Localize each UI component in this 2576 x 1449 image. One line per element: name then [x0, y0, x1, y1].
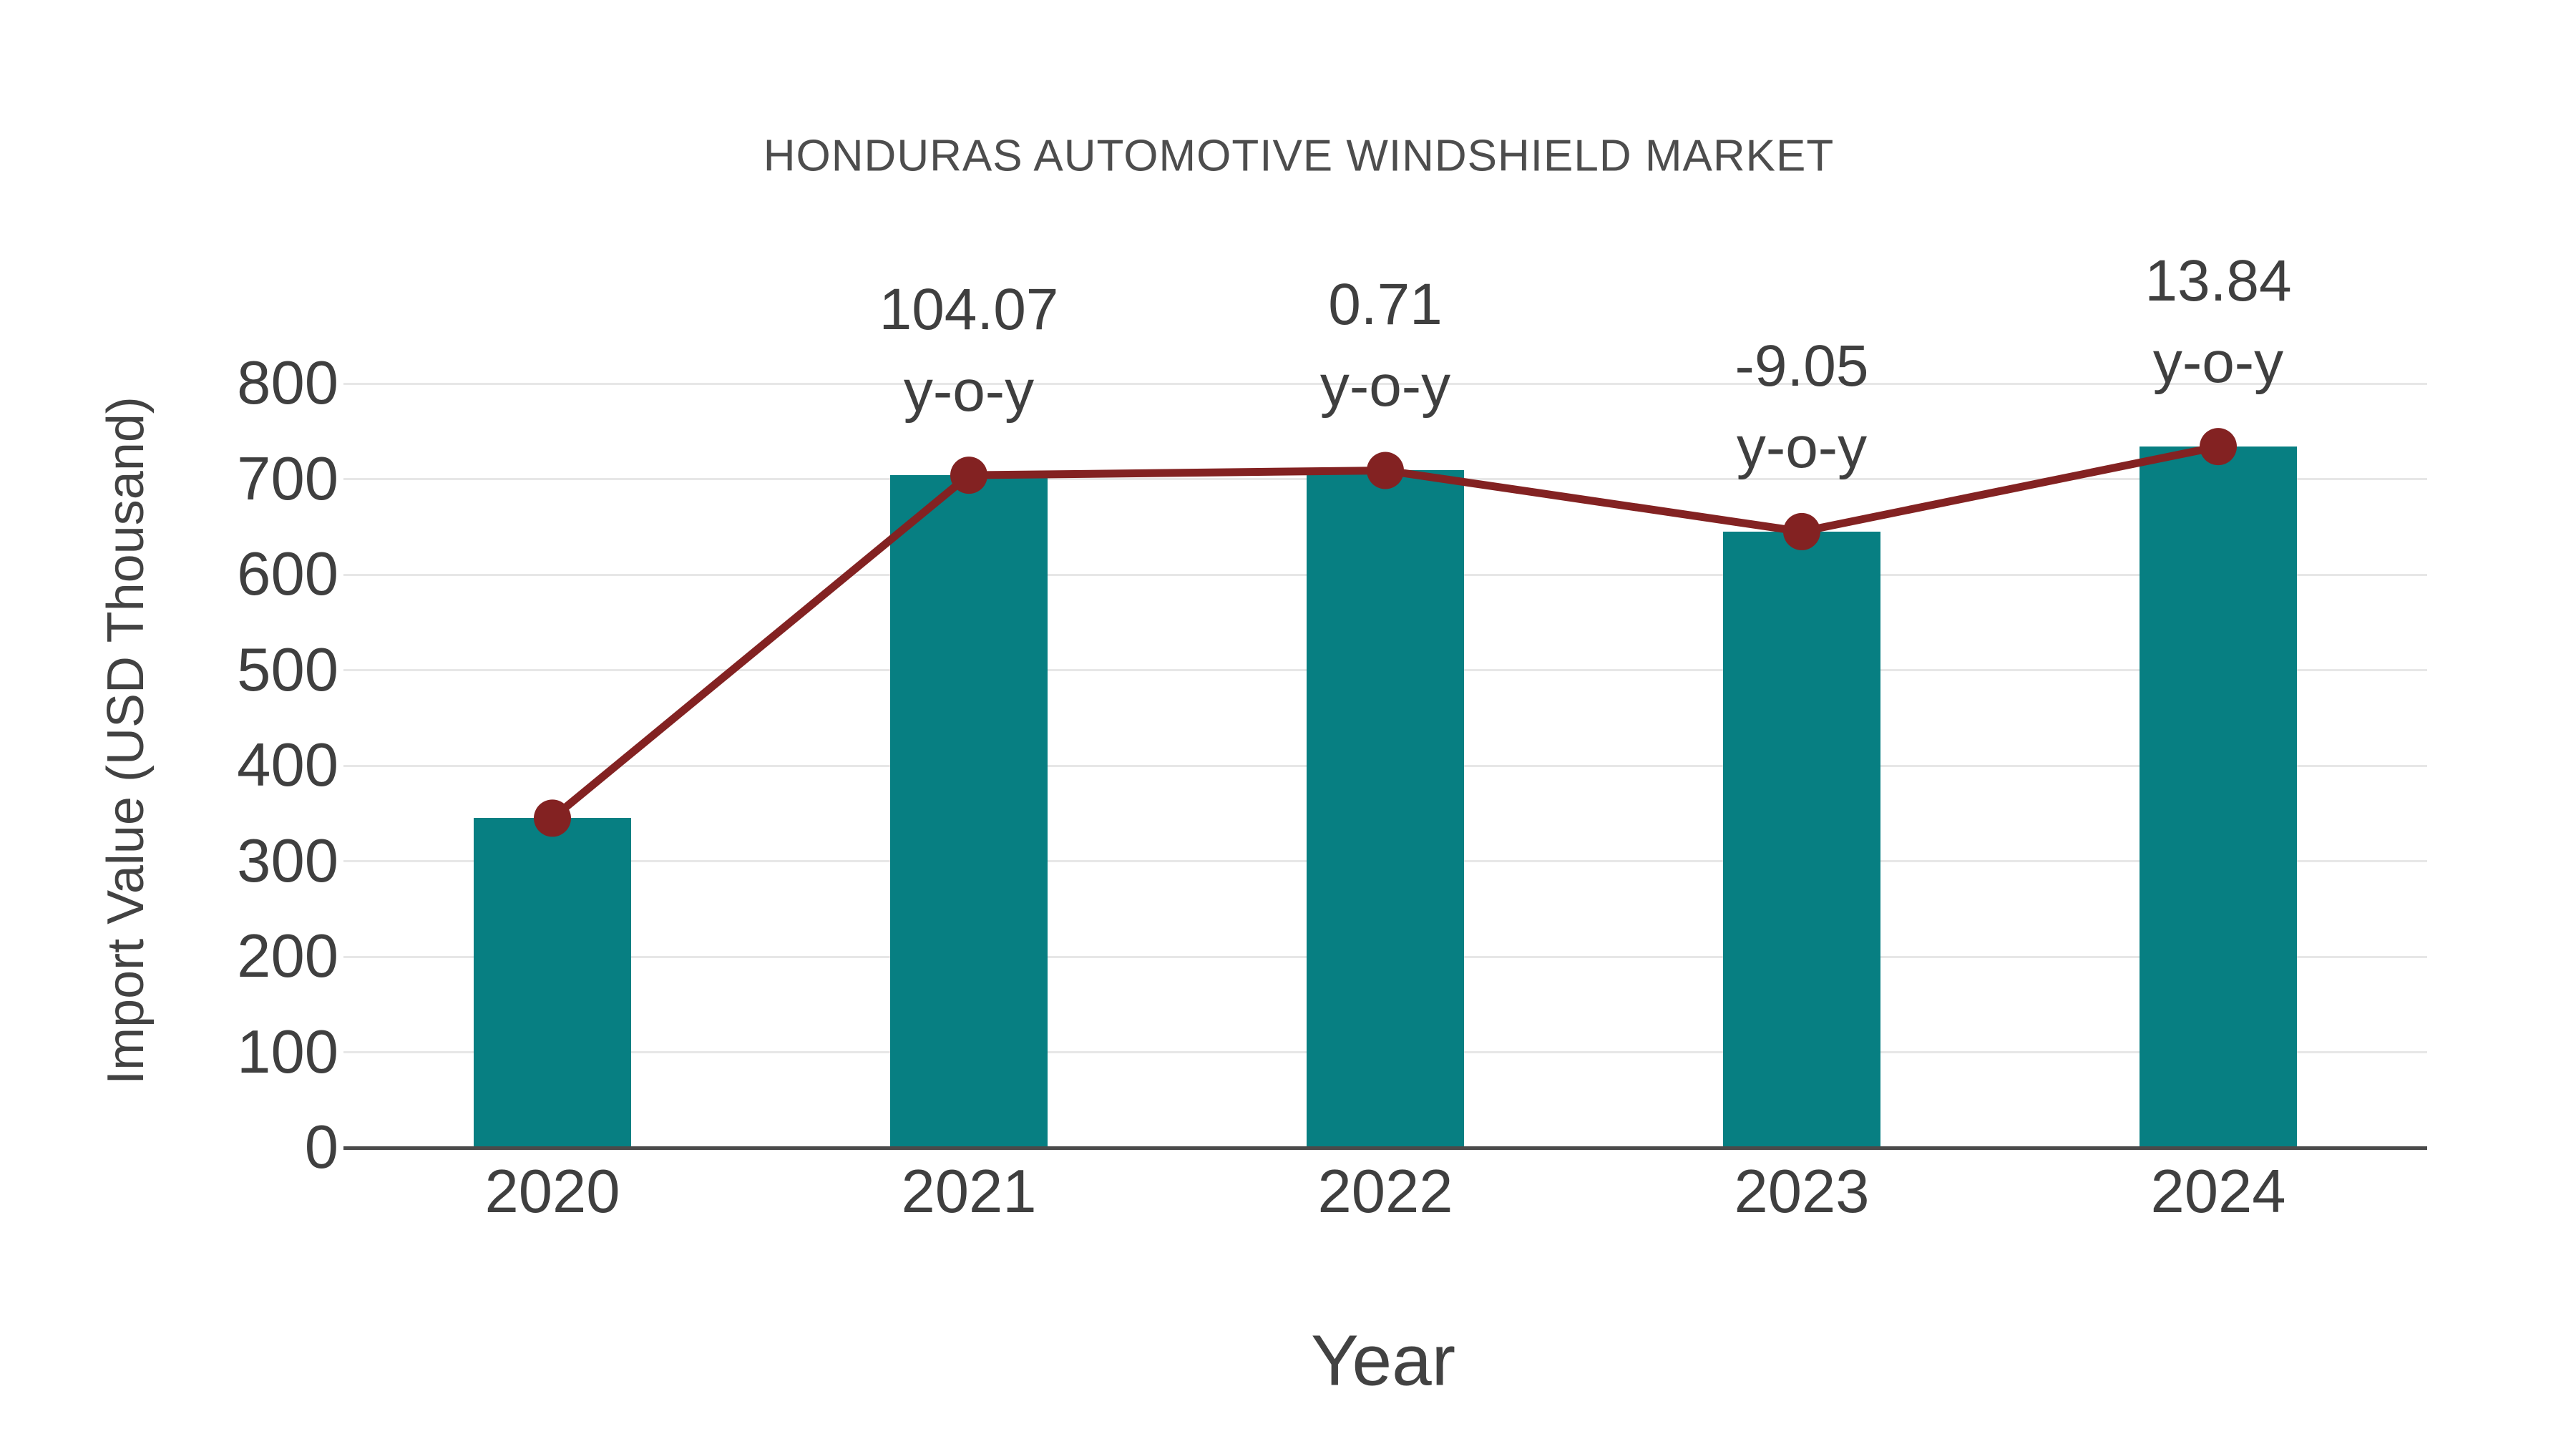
y-tick-label-0: 0	[304, 1113, 338, 1181]
y-tick-label-400: 400	[237, 731, 338, 799]
annotation-2021-suffix: y-o-y	[903, 358, 1035, 424]
trend-line	[550, 442, 2220, 821]
annotation-2024-suffix: y-o-y	[2152, 330, 2284, 396]
y-tick-label-500: 500	[237, 635, 338, 704]
annotation-2022-suffix: y-o-y	[1319, 353, 1451, 419]
x-axis-title: Year	[1310, 1320, 1456, 1401]
gridline-800	[343, 382, 2427, 385]
trend-marker-2021	[950, 457, 987, 494]
annotation-2023-suffix: y-o-y	[1736, 414, 1868, 480]
y-tick-label-200: 200	[237, 922, 338, 990]
x-tick-label-2021: 2021	[901, 1158, 1037, 1226]
y-tick-label-100: 100	[237, 1018, 338, 1086]
annotation-2021-value: 104.07	[879, 277, 1059, 343]
y-tick-label-800: 800	[237, 349, 338, 417]
annotation-2023-value: -9.05	[1735, 333, 1869, 399]
bar-2020	[474, 818, 631, 1148]
trend-marker-2020	[534, 799, 571, 837]
y-tick-label-600: 600	[237, 540, 338, 608]
x-tick-label-2020: 2020	[484, 1158, 620, 1226]
chart-title: HONDURAS AUTOMOTIVE WINDSHIELD MARKET	[763, 131, 1835, 181]
trend-marker-2022	[1367, 452, 1404, 489]
y-tick-label-700: 700	[237, 444, 338, 513]
annotation-2022-value: 0.71	[1328, 272, 1443, 338]
trend-marker-2024	[2200, 428, 2237, 466]
bar-2023	[1723, 531, 1880, 1148]
bar-2024	[2140, 447, 2297, 1148]
annotation-2024-value: 13.84	[2145, 248, 2292, 314]
trend-marker-2023	[1783, 512, 1820, 550]
y-tick-label-300: 300	[237, 826, 338, 895]
x-tick-label-2022: 2022	[1317, 1158, 1453, 1226]
bar-2021	[890, 475, 1048, 1148]
x-tick-label-2024: 2024	[2150, 1158, 2286, 1226]
x-tick-label-2023: 2023	[1734, 1158, 1870, 1226]
x-axis-line	[343, 1146, 2427, 1150]
bar-2022	[1307, 470, 1464, 1148]
